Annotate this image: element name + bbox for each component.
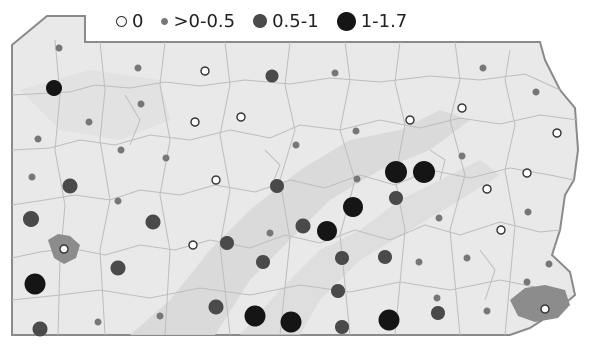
- symbol-mid: [145, 214, 161, 230]
- symbol-small: [162, 154, 170, 162]
- symbol-mid: [220, 236, 234, 250]
- legend-item-large: 1-1.7: [336, 10, 408, 32]
- symbol-mid: [389, 191, 403, 205]
- symbol-mid: [256, 255, 270, 269]
- symbol-large: [244, 305, 266, 327]
- open-circle-icon: [116, 15, 127, 27]
- county-symbols: [23, 44, 562, 337]
- symbol-small: [545, 260, 553, 268]
- symbol-zero: [188, 240, 198, 250]
- symbol-mid: [265, 69, 279, 83]
- symbol-large: [317, 221, 337, 241]
- symbol-small: [353, 175, 361, 183]
- symbol-large: [413, 161, 435, 183]
- symbol-zero: [59, 244, 69, 254]
- symbol-small: [483, 307, 491, 315]
- symbol-zero: [522, 168, 532, 178]
- legend-label-zero: 0: [132, 10, 144, 32]
- symbol-zero: [552, 128, 562, 138]
- symbol-small: [292, 141, 300, 149]
- symbol-zero: [200, 66, 210, 76]
- symbol-zero: [482, 184, 492, 194]
- symbol-mid: [331, 284, 345, 298]
- symbol-mid: [295, 218, 311, 234]
- symbol-small: [415, 258, 423, 266]
- symbol-small: [117, 146, 125, 154]
- symbol-large: [46, 80, 62, 96]
- symbol-small: [523, 278, 531, 286]
- symbol-zero: [496, 225, 506, 235]
- symbol-small: [331, 69, 339, 77]
- symbol-zero: [211, 175, 221, 185]
- legend-item-small: >0-0.5: [161, 11, 235, 32]
- symbol-mid: [62, 178, 78, 194]
- symbol-small: [94, 318, 102, 326]
- symbol-small: [55, 44, 63, 52]
- symbol-mid: [23, 211, 39, 227]
- county-borders: [11, 39, 579, 336]
- philadelphia-urban-area: [510, 285, 570, 322]
- symbol-small: [352, 127, 360, 135]
- symbol-mid: [335, 320, 349, 334]
- symbol-zero: [540, 304, 550, 314]
- small-dot-icon: [161, 17, 169, 25]
- legend-item-mid: 0.5-1: [253, 11, 319, 32]
- symbol-small: [85, 118, 93, 126]
- legend-label-large: 1-1.7: [360, 10, 408, 32]
- symbol-small: [28, 173, 36, 181]
- symbol-large: [343, 197, 363, 217]
- symbol-zero: [190, 117, 200, 127]
- symbol-mid: [208, 299, 224, 315]
- symbol-small: [435, 214, 443, 222]
- symbol-small: [524, 208, 532, 216]
- symbol-small: [34, 135, 42, 143]
- symbol-mid: [32, 321, 48, 337]
- symbol-mid: [335, 251, 349, 265]
- symbol-small: [532, 88, 540, 96]
- symbol-large: [24, 273, 46, 295]
- symbol-small: [433, 294, 441, 302]
- symbol-large: [280, 311, 302, 333]
- symbol-small: [137, 100, 145, 108]
- symbol-large: [378, 309, 400, 331]
- symbol-mid: [378, 250, 392, 264]
- symbol-zero: [236, 112, 246, 122]
- symbol-mid: [270, 179, 284, 193]
- symbol-small: [114, 197, 122, 205]
- map-legend: 0 >0-0.5 0.5-1 1-1.7: [116, 6, 407, 36]
- symbol-small: [156, 312, 164, 320]
- symbol-mid: [431, 306, 445, 320]
- medium-dot-icon: [253, 14, 268, 28]
- legend-item-zero: 0: [116, 11, 143, 32]
- symbol-mid: [110, 260, 126, 276]
- symbol-zero: [457, 103, 467, 113]
- symbol-zero: [405, 115, 415, 125]
- symbol-small: [458, 152, 466, 160]
- legend-label-small: >0-0.5: [173, 10, 236, 32]
- legend-label-mid: 0.5-1: [272, 10, 319, 32]
- large-dot-icon: [336, 11, 356, 31]
- symbol-small: [134, 64, 142, 72]
- symbol-large: [385, 161, 407, 183]
- symbol-small: [463, 254, 471, 262]
- symbol-small: [266, 229, 274, 237]
- symbol-small: [479, 64, 487, 72]
